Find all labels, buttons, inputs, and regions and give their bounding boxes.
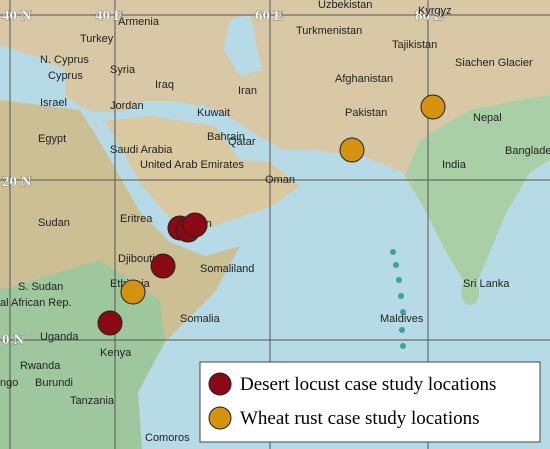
place-label: Eritrea — [120, 213, 153, 225]
sri-lanka — [461, 279, 479, 305]
legend-label: Wheat rust case study locations — [240, 408, 480, 429]
place-label: Uganda — [40, 331, 79, 343]
place-label: Burundi — [35, 377, 73, 389]
place-label: Banglade — [505, 145, 550, 157]
place-label: Somalia — [180, 313, 221, 325]
red-sea — [92, 118, 168, 226]
caspian — [224, 14, 262, 76]
legend-box — [199, 361, 541, 443]
place-label: Qatar — [228, 136, 256, 148]
place-label: Bahrain — [207, 131, 245, 143]
legend-swatch — [208, 406, 232, 430]
place-label: Siachen Glacier — [455, 57, 533, 69]
place-label: Kenya — [100, 347, 132, 359]
rust-markers — [120, 94, 446, 305]
place-label: Iran — [238, 85, 257, 97]
grid-label: 60 E — [255, 8, 284, 24]
place-label: Somaliland — [200, 263, 254, 275]
place-label: Kuwait — [197, 107, 230, 119]
place-label: India — [442, 159, 467, 171]
place-label: N. Cyprus — [40, 54, 89, 66]
place-label: Armenia — [118, 16, 160, 28]
place-label: Comoros — [145, 432, 190, 444]
place-label: Afghanistan — [335, 73, 393, 85]
grid-label: 40 E — [95, 8, 124, 24]
africa-green — [0, 260, 165, 449]
grid-label: 0 N — [2, 332, 24, 348]
place-label: Cyprus — [48, 70, 83, 82]
place-label: Sri Lanka — [463, 278, 510, 290]
place-label: al African Rep. — [0, 297, 72, 309]
place-label: Rwanda — [20, 360, 61, 372]
place-label: Iraq — [155, 79, 174, 91]
place-label: Tajikistan — [392, 39, 437, 51]
place-label: Pakistan — [345, 107, 387, 119]
maldives — [390, 249, 406, 349]
arabia — [92, 116, 300, 230]
place-label: Syria — [110, 64, 136, 76]
place-label: Sudan — [38, 217, 70, 229]
place-label: Turkmenistan — [296, 25, 362, 37]
place-label: Nepal — [473, 112, 502, 124]
place-label: Israel — [40, 97, 67, 109]
place-label: Kyrgyz — [418, 5, 452, 17]
place-label: Turkey — [80, 33, 114, 45]
place-label: Egypt — [38, 133, 66, 145]
place-label: Oman — [265, 174, 295, 186]
place-label: Saudi Arabia — [110, 144, 173, 156]
locust-markers — [97, 212, 208, 336]
legend-swatch — [208, 372, 232, 396]
place-label: ngo — [0, 377, 18, 389]
mediterranean — [0, 45, 66, 95]
grid-label: 20 N — [2, 174, 32, 190]
place-label: Djibouti — [118, 253, 155, 265]
grid-label: 40 N — [2, 8, 32, 24]
india — [405, 95, 550, 295]
land-north — [0, 0, 550, 295]
legend-label: Desert locust case study locations — [240, 374, 496, 395]
place-label: S. Sudan — [18, 281, 63, 293]
place-label: Tanzania — [70, 395, 115, 407]
place-label: United Arab Emirates — [140, 159, 244, 171]
place-label: Uzbekistan — [318, 0, 372, 11]
place-label: Jordan — [110, 100, 144, 112]
place-label: Maldives — [380, 313, 424, 325]
grid-label: 80 E — [415, 8, 444, 24]
